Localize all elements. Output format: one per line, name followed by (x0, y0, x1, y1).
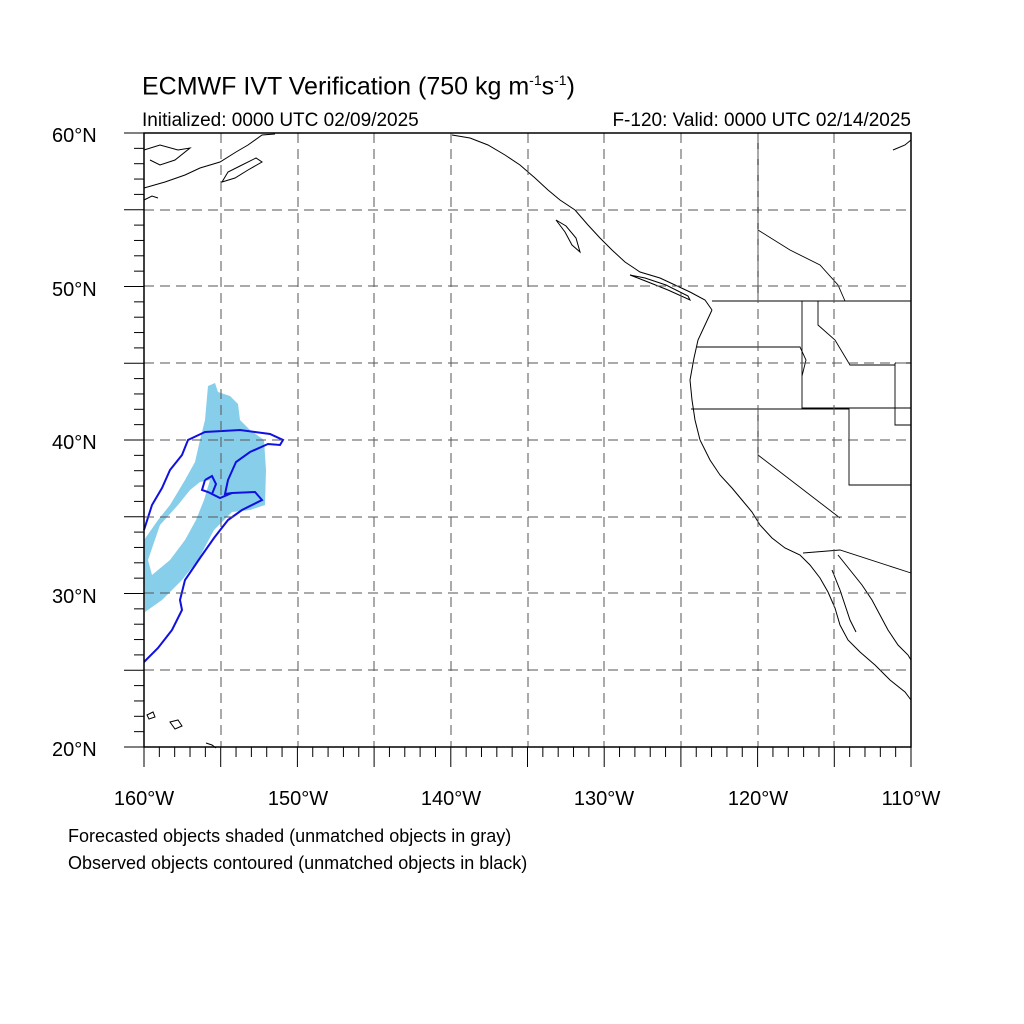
lon-label-140w: 140°W (421, 788, 481, 810)
grid (144, 133, 911, 747)
lon-label-110w: 110°W (882, 788, 941, 810)
lon-label-130w: 130°W (574, 788, 634, 810)
map-title: ECMWF IVT Verification (750 kg m-1s-1) (142, 72, 575, 101)
observed-object-contour (143, 428, 285, 663)
political-borders (691, 133, 912, 574)
legend-observed-note: Observed objects contoured (unmatched ob… (68, 853, 528, 873)
forecast-object (144, 383, 266, 612)
lat-label-50: 50°N (52, 279, 97, 301)
valid-time: F-120: Valid: 0000 UTC 02/14/2025 (612, 110, 911, 131)
lon-label-160w: 160°W (114, 788, 174, 810)
axis-ticks (124, 132, 912, 767)
initialized-time: Initialized: 0000 UTC 02/09/2025 (142, 110, 419, 131)
legend-forecast-note: Forecasted objects shaded (unmatched obj… (68, 826, 512, 846)
observed-object-loop (200, 474, 233, 500)
lon-label-120w: 120°W (728, 788, 788, 810)
lat-label-60: 60°N (52, 125, 97, 147)
lon-label-150w: 150°W (268, 788, 328, 810)
lat-label-40: 40°N (52, 432, 97, 454)
lat-label-20: 20°N (52, 739, 97, 761)
lat-label-30: 30°N (52, 586, 97, 608)
coastlines (143, 133, 912, 749)
forecast-gap (148, 480, 210, 575)
